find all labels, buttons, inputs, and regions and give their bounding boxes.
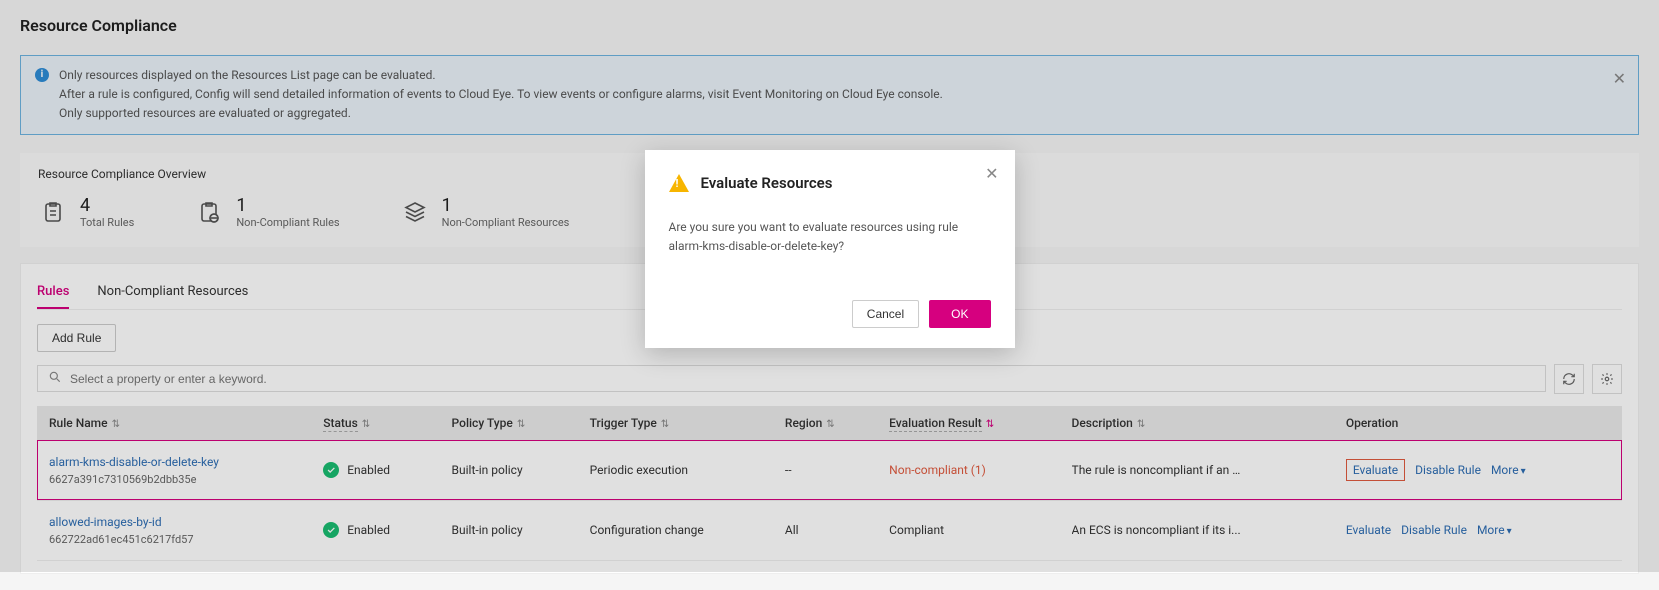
- modal-body: Are you sure you want to evaluate resour…: [669, 218, 991, 256]
- close-icon[interactable]: ✕: [985, 164, 998, 183]
- modal-title: Evaluate Resources: [701, 174, 833, 192]
- modal-overlay: ✕ Evaluate Resources Are you sure you wa…: [0, 0, 1659, 572]
- ok-button[interactable]: OK: [929, 300, 990, 328]
- cancel-button[interactable]: Cancel: [852, 300, 919, 328]
- modal-header: Evaluate Resources: [669, 174, 991, 192]
- modal-footer: Cancel OK: [669, 300, 991, 328]
- warning-icon: [669, 174, 689, 192]
- evaluate-resources-modal: ✕ Evaluate Resources Are you sure you wa…: [645, 150, 1015, 348]
